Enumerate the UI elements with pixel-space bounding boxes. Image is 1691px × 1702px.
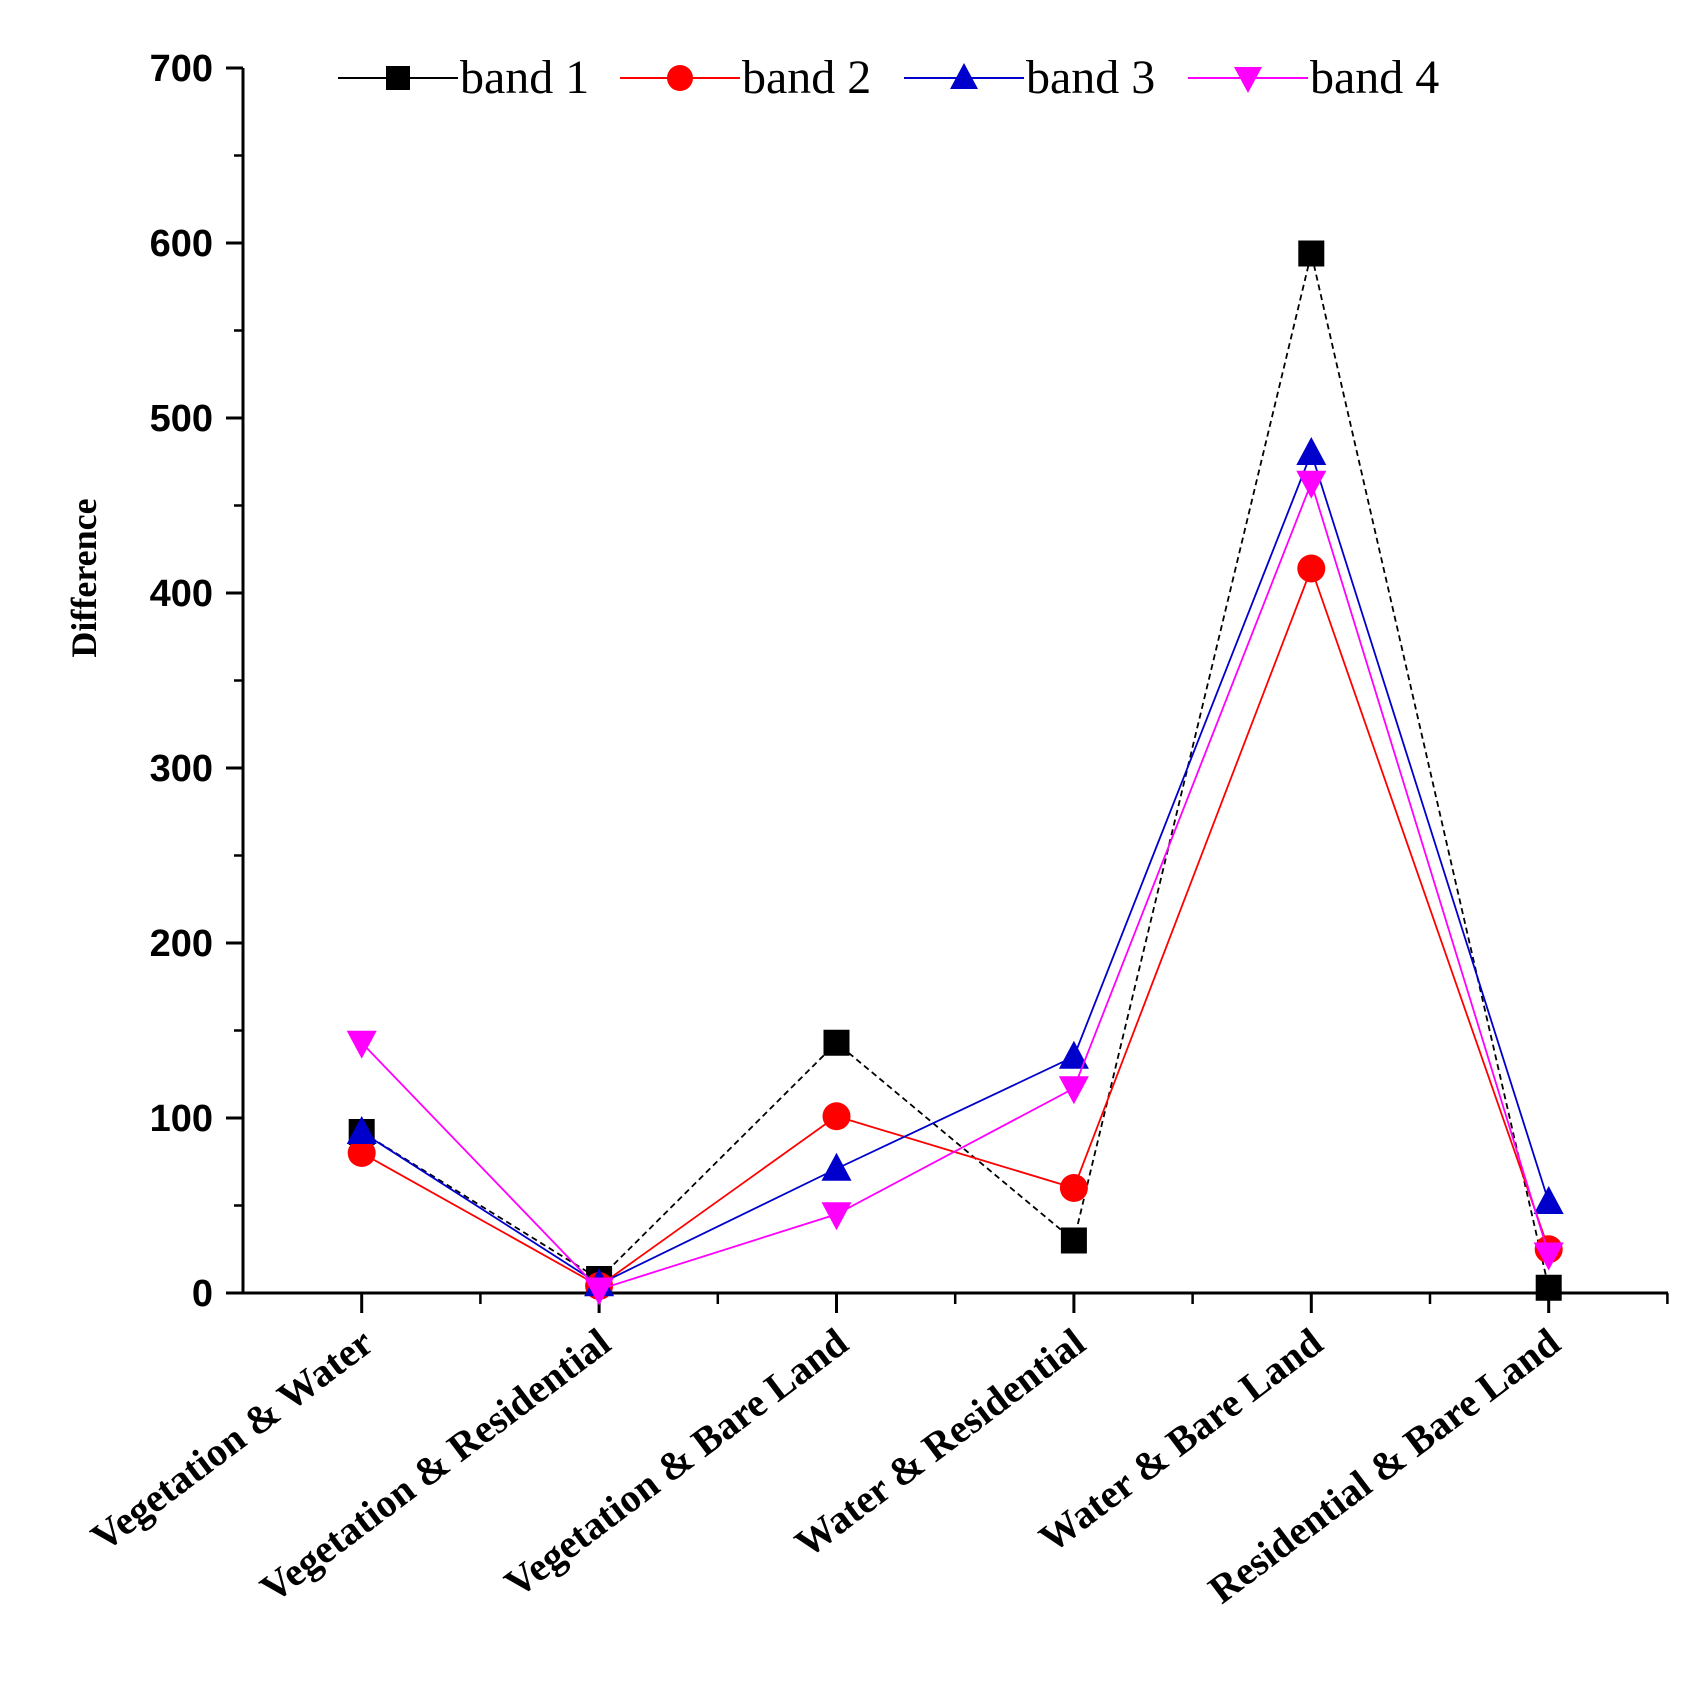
data-point-band-1	[1060, 1227, 1087, 1254]
y-tick-label: 400	[150, 573, 213, 615]
series-band-1	[348, 240, 1562, 1301]
legend-label: band 2	[742, 51, 871, 104]
data-point-band-3	[1058, 1040, 1089, 1069]
data-point-band-3	[1533, 1186, 1564, 1214]
legend-item-band-2: band 2	[620, 51, 871, 104]
legend-label: band 1	[460, 51, 589, 104]
legend-item-band-1: band 1	[338, 51, 589, 104]
legend-marker	[1234, 67, 1262, 93]
data-point-band-4	[584, 1277, 615, 1306]
data-point-band-1	[1298, 240, 1325, 267]
series-line-band-3	[361, 450, 1550, 1286]
data-point-band-4	[1296, 470, 1327, 499]
legend-label: band 4	[1310, 51, 1439, 104]
legend-marker	[950, 63, 978, 89]
data-point-band-2	[1297, 554, 1326, 583]
series-band-3	[346, 437, 1564, 1297]
y-tick-label: 300	[150, 748, 213, 790]
data-point-band-4	[346, 1030, 377, 1059]
data-point-band-2	[822, 1102, 851, 1131]
data-point-band-3	[821, 1152, 852, 1181]
legend-item-band-3: band 3	[904, 51, 1155, 104]
y-tick-label: 200	[150, 923, 213, 965]
series-layer	[346, 240, 1564, 1306]
data-point-band-4	[821, 1202, 852, 1231]
data-point-band-2	[1059, 1174, 1088, 1202]
y-tick-label: 600	[150, 223, 213, 265]
series-band-2	[347, 554, 1563, 1300]
y-tick-label: 100	[150, 1098, 213, 1140]
series-line-band-4	[361, 480, 1550, 1291]
y-axis-title: Difference	[64, 498, 104, 657]
y-tick-label: 700	[150, 48, 213, 90]
series-band-4	[346, 470, 1564, 1306]
data-point-band-4	[1533, 1242, 1564, 1271]
data-point-band-1	[823, 1029, 850, 1056]
legend-label: band 3	[1026, 51, 1155, 104]
data-point-band-3	[346, 1116, 377, 1144]
data-point-band-1	[1535, 1274, 1562, 1301]
legend-marker	[386, 66, 410, 90]
y-tick-label: 500	[150, 398, 213, 440]
legend-item-band-4: band 4	[1188, 51, 1439, 104]
data-point-band-2	[347, 1139, 376, 1167]
data-point-band-4	[1058, 1076, 1089, 1105]
legend: band 1 band 2 band 3 band 4	[338, 51, 1439, 104]
series-line-band-1	[361, 253, 1550, 1288]
legend-marker	[667, 65, 693, 91]
data-point-band-3	[1296, 437, 1327, 465]
y-tick-label: 0	[192, 1273, 213, 1315]
